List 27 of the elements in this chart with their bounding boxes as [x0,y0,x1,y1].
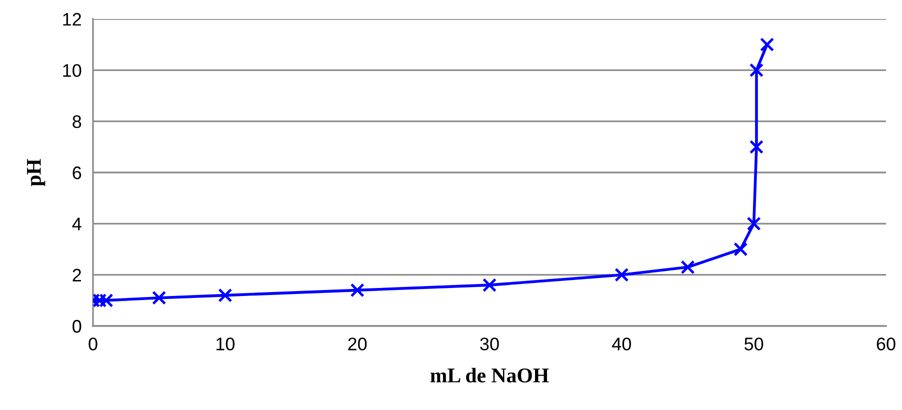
x-tick-label: 50 [744,338,764,350]
x-tick-label: 20 [348,338,367,350]
y-tick-label: 2 [72,268,81,282]
y-tick-label: 6 [72,166,82,180]
y-tick-label: 8 [72,115,82,128]
y-tick-label: 0 [72,320,82,333]
x-tick-label: 60 [876,338,896,350]
point [760,38,774,52]
point [734,242,748,256]
point [749,140,764,154]
y-tick-label: 4 [72,218,82,230]
point [350,283,364,298]
x-tick-label: 40 [612,338,632,350]
point [152,290,166,305]
point [746,216,761,231]
point [218,288,232,302]
point [482,278,497,292]
y-tick-label: 10 [63,64,82,77]
point [680,260,695,274]
y-axis-title: pH [27,158,46,186]
point [749,63,764,78]
x-tick-label: 0 [88,338,98,350]
y-tick-label: 12 [63,12,81,26]
x-tick-label: 30 [480,338,499,350]
point [614,268,629,282]
x-axis-title: mL de NaOH [430,368,549,382]
x-tick-label: 10 [216,338,235,350]
